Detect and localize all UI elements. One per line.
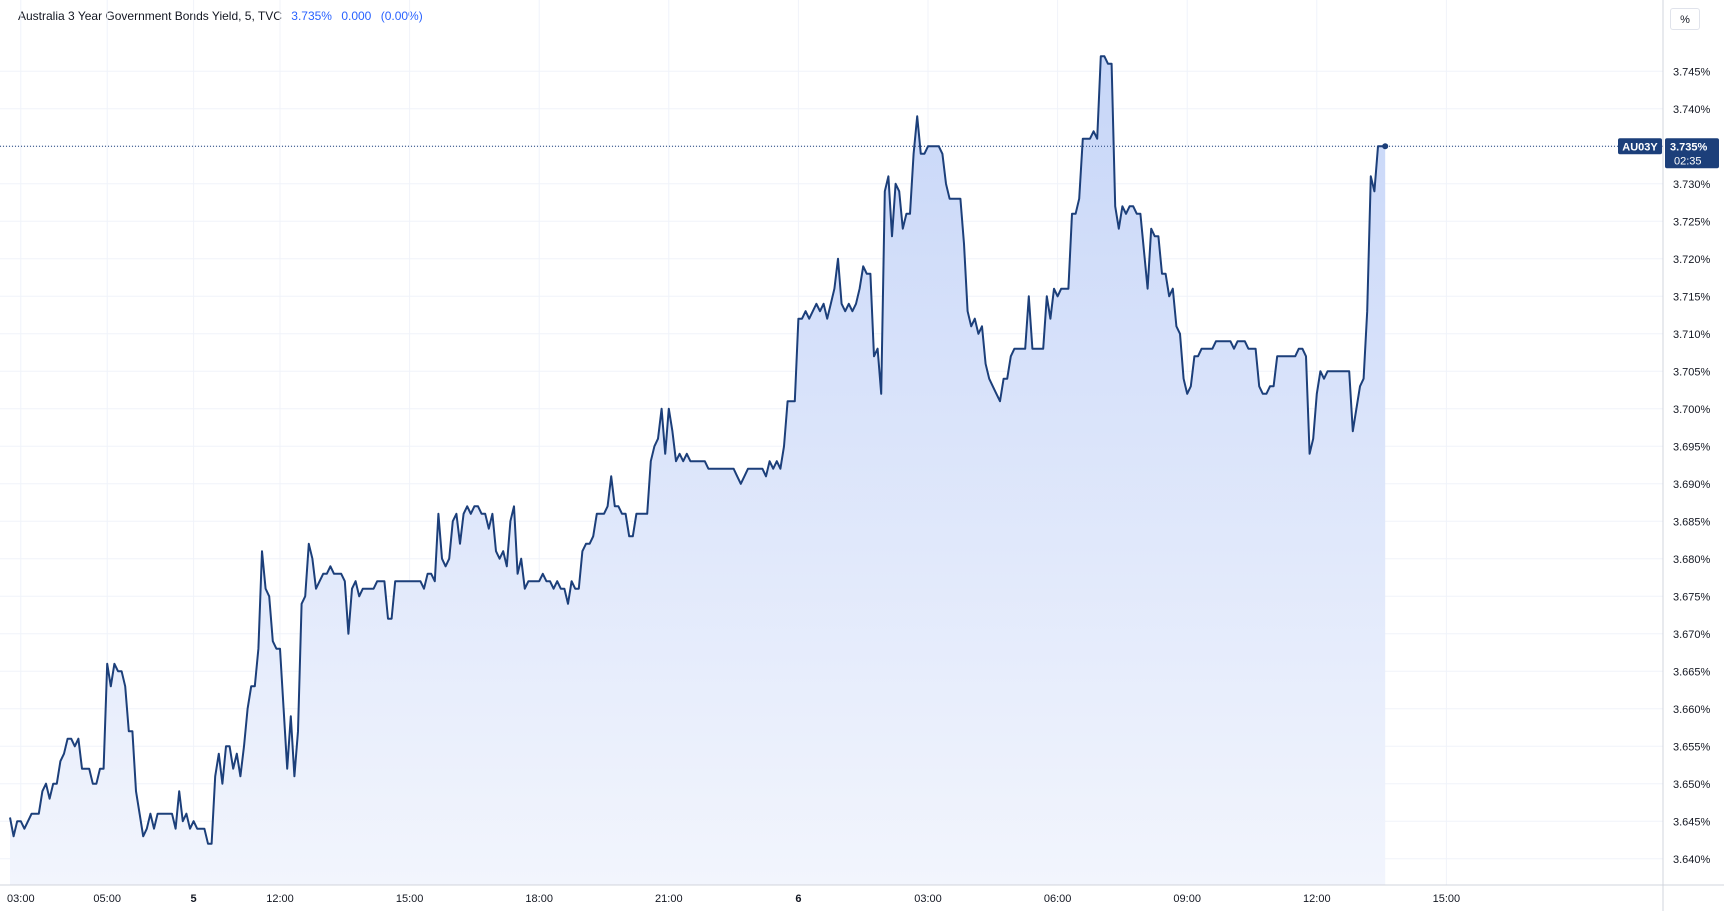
legend-last-value: 3.735%	[291, 9, 332, 23]
series-line	[9, 55, 1386, 845]
price-tag-symbol-bg	[1618, 138, 1662, 155]
price-tag-countdown: 02:35	[1674, 155, 1702, 167]
y-tick-label: 3.685%	[1673, 516, 1711, 528]
y-tick-label: 3.675%	[1673, 591, 1711, 603]
x-tick-label: 12:00	[1303, 893, 1331, 905]
y-tick-label: 3.655%	[1673, 741, 1711, 753]
time-axis[interactable]: 03:00 05:00 5 12:00 15:00 18:00 21:00 6 03:00 06:…	[7, 893, 1460, 905]
x-tick-label: 03:00	[914, 893, 942, 905]
y-tick-label: 3.640%	[1673, 854, 1711, 866]
y-tick-label: 3.715%	[1673, 291, 1711, 303]
area-fill	[10, 56, 1386, 886]
y-tick-label: 3.650%	[1673, 779, 1711, 791]
y-tick-label: 3.670%	[1673, 629, 1711, 641]
x-tick-label: 09:00	[1173, 893, 1201, 905]
x-tick-label: 06:00	[1044, 893, 1072, 905]
y-tick-label: 3.705%	[1673, 366, 1711, 378]
x-tick-label: 15:00	[1433, 893, 1461, 905]
price-tag: AU03Y 3.735% 02:35	[1618, 138, 1719, 169]
y-tick-label: 3.710%	[1673, 329, 1711, 341]
price-axis[interactable]: 3.640% 3.645% 3.650% 3.655% 3.660% 3.665% 3.67…	[1673, 66, 1711, 866]
x-tick-label: 12:00	[266, 893, 294, 905]
y-tick-label: 3.720%	[1673, 254, 1711, 266]
x-tick-label: 21:00	[655, 893, 683, 905]
last-price-dot	[1382, 143, 1389, 150]
y-tick-label: 3.730%	[1673, 179, 1711, 191]
y-tick-label: 3.745%	[1673, 66, 1711, 78]
y-tick-label: 3.690%	[1673, 479, 1711, 491]
price-scale-unit-button[interactable]: %	[1670, 8, 1700, 30]
y-tick-label: 3.695%	[1673, 441, 1711, 453]
y-tick-label: 3.660%	[1673, 704, 1711, 716]
y-tick-label: 3.725%	[1673, 216, 1711, 228]
price-tag-value-bg	[1665, 138, 1719, 169]
chart-legend: Australia 3 Year Government Bonds Yield,…	[18, 9, 423, 23]
y-tick-label: 3.665%	[1673, 666, 1711, 678]
y-tick-label: 3.680%	[1673, 554, 1711, 566]
x-tick-label: 5	[191, 893, 197, 905]
legend-change-pct: (0.00%)	[380, 9, 423, 23]
x-tick-label: 05:00	[93, 893, 121, 905]
y-tick-label: 3.740%	[1673, 104, 1711, 116]
price-tag-symbol: AU03Y	[1622, 141, 1658, 153]
y-tick-label: 3.645%	[1673, 816, 1711, 828]
y-tick-label: 3.700%	[1673, 404, 1711, 416]
x-tick-label: 15:00	[396, 893, 424, 905]
x-tick-label: 18:00	[525, 893, 553, 905]
price-tag-value: 3.735%	[1670, 141, 1708, 153]
legend-change: 0.000	[341, 9, 372, 23]
x-tick-label: 6	[795, 893, 801, 905]
legend-title: Australia 3 Year Government Bonds Yield,…	[18, 9, 282, 23]
x-tick-label: 03:00	[7, 893, 35, 905]
